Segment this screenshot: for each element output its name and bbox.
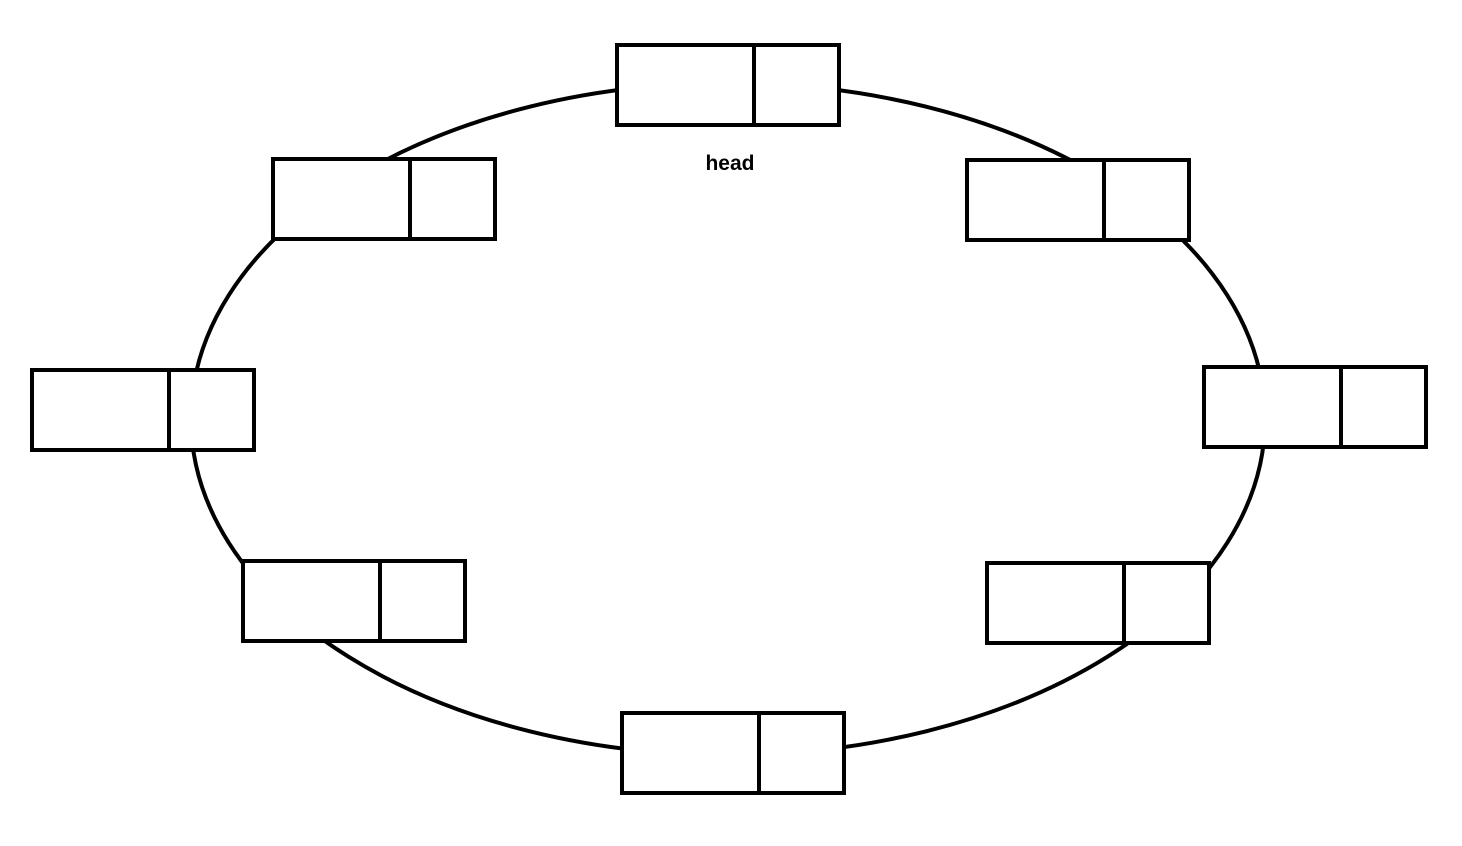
node-box [271,157,497,241]
node-box [241,559,467,643]
list-node [30,368,256,452]
list-node [965,158,1191,242]
node-box [30,368,256,452]
list-node [985,561,1211,645]
node-box [620,711,846,795]
head-label: head [705,152,754,175]
node-box [985,561,1211,645]
head-node [615,43,841,127]
node-box [1202,365,1428,449]
list-node [241,559,467,643]
list-node [1202,365,1428,449]
node-box [965,158,1191,242]
list-node [620,711,846,795]
nodes-group [30,43,1428,795]
list-node [271,157,497,241]
node-box [615,43,841,127]
